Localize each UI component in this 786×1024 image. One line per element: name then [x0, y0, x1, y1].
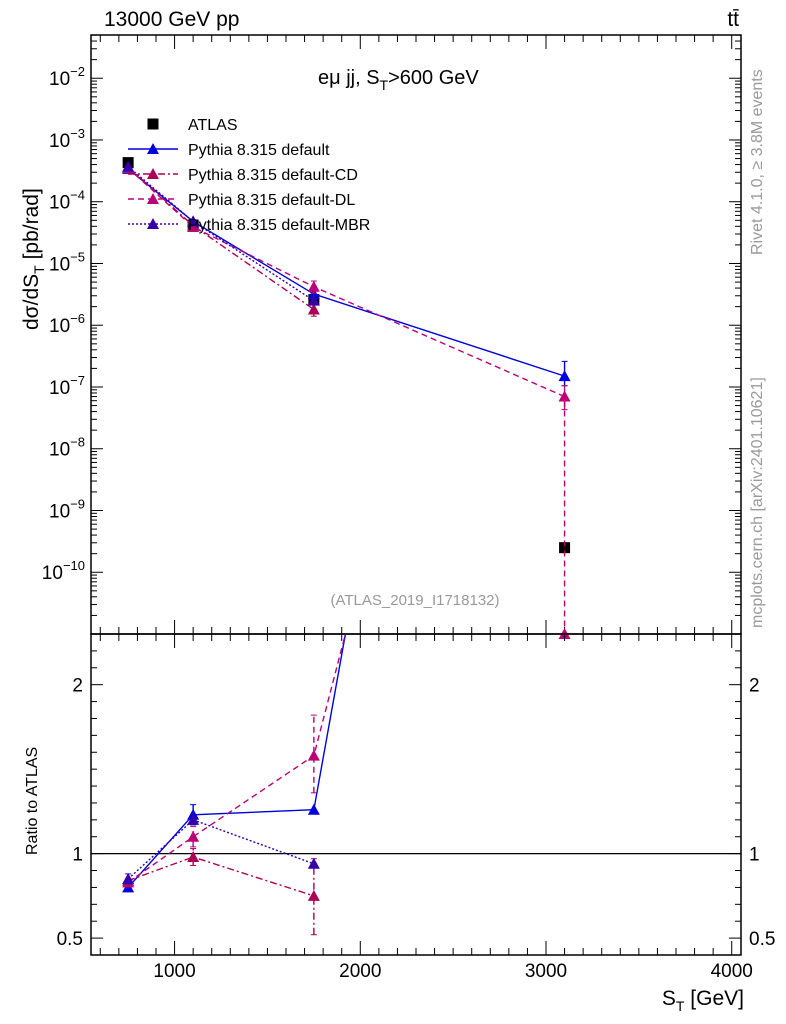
main-y-tick-power: −10 — [63, 558, 85, 573]
main-y-axis-title: dσ/dST [pb/rad] — [20, 188, 47, 330]
rivet-label: Rivet 4.1.0, ≥ 3.8M events — [749, 69, 766, 255]
main-point-pythia-8-315-default-mbr — [307, 294, 320, 306]
main-y-tick-label: 10−7 — [49, 373, 85, 399]
ratio-y-tick-label-left: 2 — [72, 676, 83, 697]
main-y-tick-power: −7 — [70, 373, 85, 388]
main-y-tick-label: 10−9 — [49, 496, 85, 522]
legend-marker-pythia-8-315-default — [147, 143, 159, 154]
legend-marker-pythia-8-315-default-mbr — [147, 218, 159, 229]
main-line-pythia-8-315-default-dl — [127, 167, 566, 634]
main-y-tick-power: −3 — [70, 126, 85, 141]
process-label: tt̄ — [727, 8, 739, 31]
ratio-line-pythia-8-315-default-cd — [127, 856, 315, 897]
ratio-line-pythia-8-315-default-dl — [127, 633, 347, 883]
main-line-pythia-8-315-default — [127, 168, 565, 377]
ratio-point-pythia-8-315-default-mbr — [187, 813, 200, 825]
main-point-pythia-8-315-default-mbr — [187, 215, 200, 227]
main-y-tick-power: −6 — [70, 311, 85, 326]
legend-label-pythia-8-315-default-mbr: Pythia 8.315 default-MBR — [188, 217, 370, 234]
main-point-pythia-8-315-default-dl — [307, 280, 320, 292]
ratio-y-axis-title: Ratio to ATLAS — [24, 747, 41, 855]
ratio-point-pythia-8-315-default-dl — [187, 830, 200, 842]
ratio-point-pythia-8-315-default — [307, 803, 320, 815]
main-y-tick-base: 10 — [49, 378, 70, 399]
main-y-tick-power: −8 — [70, 435, 85, 450]
main-y-tick-label: 10−2 — [49, 64, 85, 90]
ratio-y-tick-label-right: 0.5 — [749, 929, 775, 950]
x-tick-label: 4000 — [711, 961, 753, 982]
main-y-tick-base: 10 — [49, 316, 70, 337]
main-line-pythia-8-315-default-cd — [127, 166, 315, 311]
ratio-y-tick-label-left: 0.5 — [57, 929, 83, 950]
legend-label-pythia-8-315-default: Pythia 8.315 default — [188, 142, 330, 159]
x-axis-title: ST [GeV] — [662, 987, 744, 1014]
main-y-tick-power: −5 — [70, 249, 85, 264]
ratio-frame — [90, 633, 742, 956]
plot-title: eμ jj, ST>600 GeV — [318, 67, 479, 93]
main-y-tick-label: 10−5 — [49, 249, 85, 275]
x-tick-label: 2000 — [339, 961, 381, 982]
legend-label-pythia-8-315-default-cd: Pythia 8.315 default-CD — [188, 167, 358, 184]
ratio-point-pythia-8-315-default-mbr — [122, 872, 135, 884]
main-point-pythia-8-315-default-dl — [558, 390, 571, 402]
ratio-y-tick-label-right: 1 — [749, 845, 760, 866]
legend-marker-pythia-8-315-default-cd — [147, 168, 159, 179]
main-panel: 10−210−310−410−510−610−710−810−910−10 — [42, 34, 742, 639]
main-y-tick-base: 10 — [49, 501, 70, 522]
main-y-tick-base: 10 — [42, 563, 63, 584]
main-y-tick-label: 10−6 — [49, 311, 85, 337]
ratio-panel: 1000 2000 3000 4000 0.5 0.5 1 1 2 2 — [57, 633, 775, 982]
ratio-line-pythia-8-315-default-mbr — [127, 819, 315, 880]
main-y-tick-base: 10 — [49, 193, 70, 214]
main-y-tick-power: −2 — [70, 64, 85, 79]
main-y-tick-base: 10 — [49, 131, 70, 152]
main-y-tick-power: −4 — [70, 188, 85, 203]
x-tick-label: 3000 — [525, 961, 567, 982]
legend: ATLAS Pythia 8.315 default Pythia 8.315 de… — [128, 117, 370, 234]
legend-label-atlas: ATLAS — [188, 117, 238, 134]
main-point-pythia-8-315-default — [558, 370, 571, 382]
ratio-point-pythia-8-315-default-cd — [187, 851, 200, 863]
ratio-y-tick-label-right: 2 — [749, 676, 760, 697]
ratio-point-pythia-8-315-default-cd — [307, 889, 320, 901]
main-y-tick-label: 10−10 — [42, 558, 85, 584]
legend-marker-atlas — [147, 118, 159, 130]
legend-marker-pythia-8-315-default-dl — [147, 193, 159, 204]
source-label: mcplots.cern.ch [arXiv:2401.10621] — [749, 377, 766, 628]
main-y-tick-label: 10−8 — [49, 435, 85, 461]
ratio-line-pythia-8-315-default — [127, 633, 347, 888]
energy-label: 13000 GeV pp — [104, 8, 239, 31]
legend-label-pythia-8-315-default-dl: Pythia 8.315 default-DL — [188, 192, 355, 209]
main-point-pythia-8-315-default-cd — [307, 303, 320, 315]
reference-id: (ATLAS_2019_I1718132) — [330, 592, 499, 609]
main-point-pythia-8-315-default-mbr — [122, 160, 135, 172]
main-y-tick-label: 10−3 — [49, 126, 85, 152]
ratio-point-pythia-8-315-default-mbr — [307, 857, 320, 869]
main-y-tick-base: 10 — [49, 69, 70, 90]
main-point-atlas — [559, 542, 571, 554]
main-y-tick-base: 10 — [49, 254, 70, 275]
main-y-tick-label: 10−4 — [49, 188, 85, 214]
main-y-tick-power: −9 — [70, 496, 85, 511]
x-tick-label: 1000 — [153, 961, 195, 982]
ratio-y-tick-label-left: 1 — [72, 845, 83, 866]
main-point-pythia-8-315-default-dl — [187, 220, 200, 232]
ratio-point-pythia-8-315-default-dl — [307, 749, 320, 761]
main-y-tick-base: 10 — [49, 440, 70, 461]
